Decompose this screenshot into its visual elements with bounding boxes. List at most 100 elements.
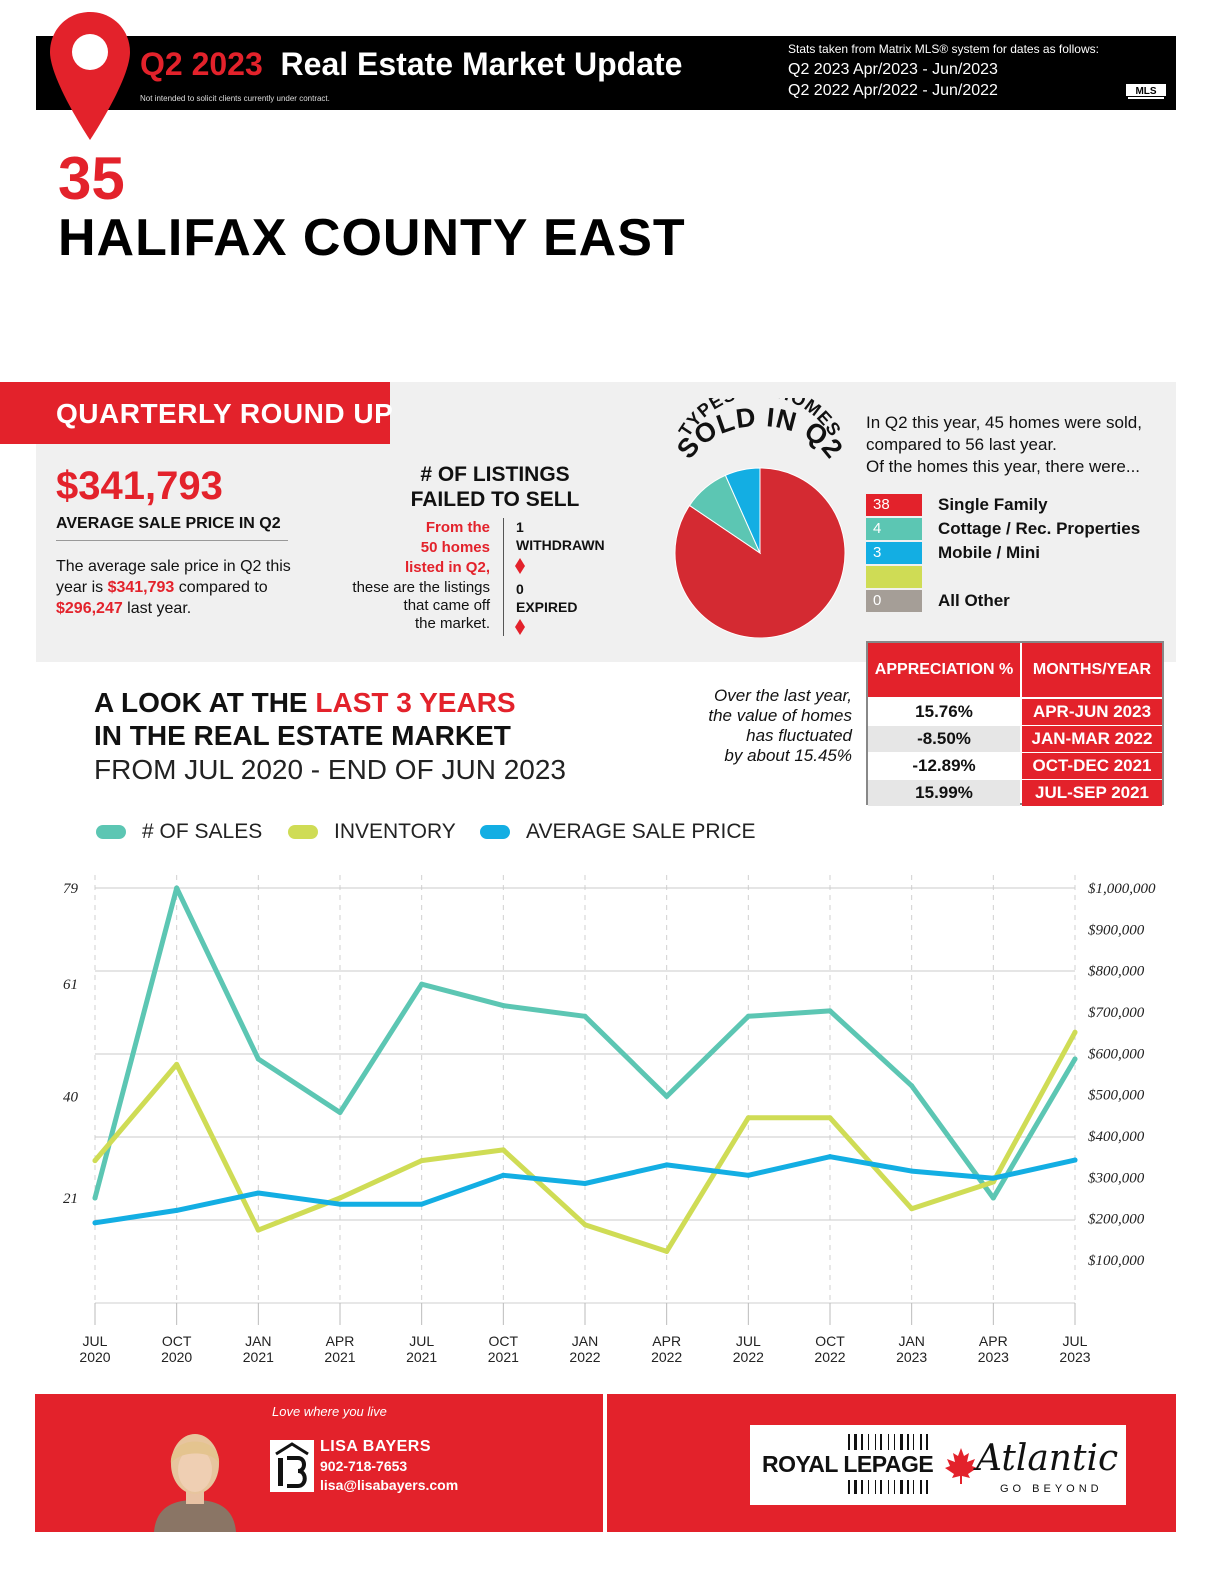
y-right-tick-label: $200,000 xyxy=(1088,1212,1145,1228)
expired-count: 0 xyxy=(516,581,524,597)
failed-divider xyxy=(503,518,504,636)
x-tick-label-year: 2021 xyxy=(243,1349,274,1365)
avg-desc-text-3: last year. xyxy=(122,600,192,617)
agent-logo-icon xyxy=(270,1440,314,1492)
data-point xyxy=(1072,1029,1078,1035)
agent-photo xyxy=(146,1412,244,1532)
barcode-bar xyxy=(926,1434,928,1450)
data-point xyxy=(174,885,180,891)
pie-slice xyxy=(724,467,761,554)
roundup-tab-label: QUARTERLY ROUND UP xyxy=(56,398,394,429)
withdrawn-label: WITHDRAWN xyxy=(516,537,605,553)
x-tick-label-year: 2021 xyxy=(406,1349,437,1365)
x-tick-label-month: OCT xyxy=(815,1333,845,1349)
data-point xyxy=(909,1168,915,1174)
type-count: 0 xyxy=(866,590,922,612)
barcode-bar xyxy=(880,1480,882,1494)
barcode-icon xyxy=(848,1480,928,1494)
legend-avg-price: AVERAGE SALE PRICE xyxy=(480,820,760,846)
x-tick-label-year: 2020 xyxy=(161,1349,192,1365)
look-title-line-1a: A LOOK AT THE xyxy=(94,687,316,718)
agent-phone[interactable]: 902-718-7653 xyxy=(320,1458,408,1474)
x-tick-label-year: 2020 xyxy=(79,1349,110,1365)
failed-title-line-2: FAILED TO SELL xyxy=(410,488,580,511)
y-left-tick-label: 79 xyxy=(63,881,79,897)
barcode-bar xyxy=(894,1480,895,1494)
barcode-bar xyxy=(926,1480,928,1494)
data-point xyxy=(255,1227,261,1233)
series-line-sales xyxy=(92,885,1078,1201)
appreciation-period: JUL-SEP 2021 xyxy=(1022,780,1162,806)
barcode-bar xyxy=(907,1480,909,1494)
data-point xyxy=(664,1093,670,1099)
period-previous: Q2 2022 Apr/2022 - Jun/2022 xyxy=(788,82,998,99)
brand-name: ROYAL LEPAGE xyxy=(762,1451,934,1477)
data-point xyxy=(92,1195,98,1201)
x-tick-label-year: 2022 xyxy=(814,1349,845,1365)
barcode-bar xyxy=(854,1434,857,1450)
failed-gray-text: these are the listings that came off the m… xyxy=(330,579,490,633)
appreciation-table: APPRECIATION % MONTHS/YEAR 15.76% APR-JU… xyxy=(866,641,1164,806)
look-title-line-2: IN THE REAL ESTATE MARKET xyxy=(94,720,511,751)
fluctuation-note: Over the last year, the value of homes has… xyxy=(650,686,852,766)
footer-agent-panel xyxy=(35,1394,603,1532)
y-right-tick-label: $900,000 xyxy=(1088,922,1145,938)
data-point xyxy=(337,1195,343,1201)
barcode-bar xyxy=(861,1434,863,1450)
barcode-bar xyxy=(868,1434,869,1450)
legend-swatch xyxy=(288,825,318,839)
y-right-tick-label: $300,000 xyxy=(1088,1170,1145,1186)
x-tick-label-month: APR xyxy=(326,1333,355,1349)
data-point xyxy=(664,1162,670,1168)
failed-gray-line-1: these are the listings xyxy=(352,579,490,596)
mls-logo-text: MLS xyxy=(1135,86,1156,97)
barcode-bar xyxy=(880,1434,882,1450)
data-point xyxy=(827,1154,833,1160)
types-intro: In Q2 this year, 45 homes were sold, comp… xyxy=(866,412,1166,478)
data-point xyxy=(745,1013,751,1019)
barcode-icon xyxy=(848,1434,928,1450)
appreciation-value: 15.99% xyxy=(868,780,1020,806)
types-intro-line-3: Of the homes this year, there were... xyxy=(866,457,1141,476)
type-label: Cottage / Rec. Properties xyxy=(938,519,1141,538)
data-point xyxy=(1072,1157,1078,1163)
failed-title: # OF LISTINGS FAILED TO SELL xyxy=(390,462,600,512)
data-point xyxy=(664,1248,670,1254)
legend-label: AVERAGE SALE PRICE xyxy=(526,820,756,843)
y-left-tick-label: 40 xyxy=(63,1089,79,1105)
barcode-bar xyxy=(875,1434,876,1450)
x-tick-label-month: APR xyxy=(979,1333,1008,1349)
appreciation-period: OCT-DEC 2021 xyxy=(1022,753,1162,779)
appreciation-value: 15.76% xyxy=(868,699,1020,725)
x-tick-label-month: JAN xyxy=(572,1333,598,1349)
type-label: Single Family xyxy=(938,495,1048,514)
header-quarter: Q2 2023 xyxy=(140,46,263,82)
fluct-line-1: Over the last year, xyxy=(714,686,852,705)
agent-email[interactable]: lisa@lisabayers.com xyxy=(320,1477,459,1493)
agent-name: LISA BAYERS xyxy=(320,1438,432,1455)
data-point xyxy=(419,1158,425,1164)
x-tick-label-month: OCT xyxy=(489,1333,519,1349)
y-right-tick-label: $700,000 xyxy=(1088,1005,1145,1021)
x-tick-label-month: JUL xyxy=(409,1333,434,1349)
avg-desc-previous: $296,247 xyxy=(56,600,123,617)
stats-note: Stats taken from Matrix MLS® system for … xyxy=(788,42,1099,56)
months-year-header: MONTHS/YEAR xyxy=(1022,643,1162,697)
period-current: Q2 2023 Apr/2023 - Jun/2023 xyxy=(788,61,998,78)
data-point xyxy=(990,1179,996,1185)
appreciation-value: -12.89% xyxy=(868,753,1020,779)
barcode-bar xyxy=(900,1480,903,1494)
data-point xyxy=(582,1222,588,1228)
y-right-tick-label: $1,000,000 xyxy=(1088,881,1156,897)
barcode-bar xyxy=(888,1480,889,1494)
withdrawn-count: 1 xyxy=(516,519,524,535)
appreciation-header: APPRECIATION % xyxy=(868,643,1020,697)
mls-logo-icon: MLS xyxy=(1126,84,1166,99)
data-point xyxy=(827,1115,833,1121)
barcode-bar xyxy=(848,1480,850,1494)
pie-slices xyxy=(674,467,846,638)
failed-red-text: From the 50 homes listed in Q2, xyxy=(370,518,490,578)
legend-label: INVENTORY xyxy=(334,820,456,843)
type-count xyxy=(866,566,922,588)
market-line-chart: JUL2020OCT2020JAN2021APR2021JUL2021OCT20… xyxy=(63,875,1156,1365)
